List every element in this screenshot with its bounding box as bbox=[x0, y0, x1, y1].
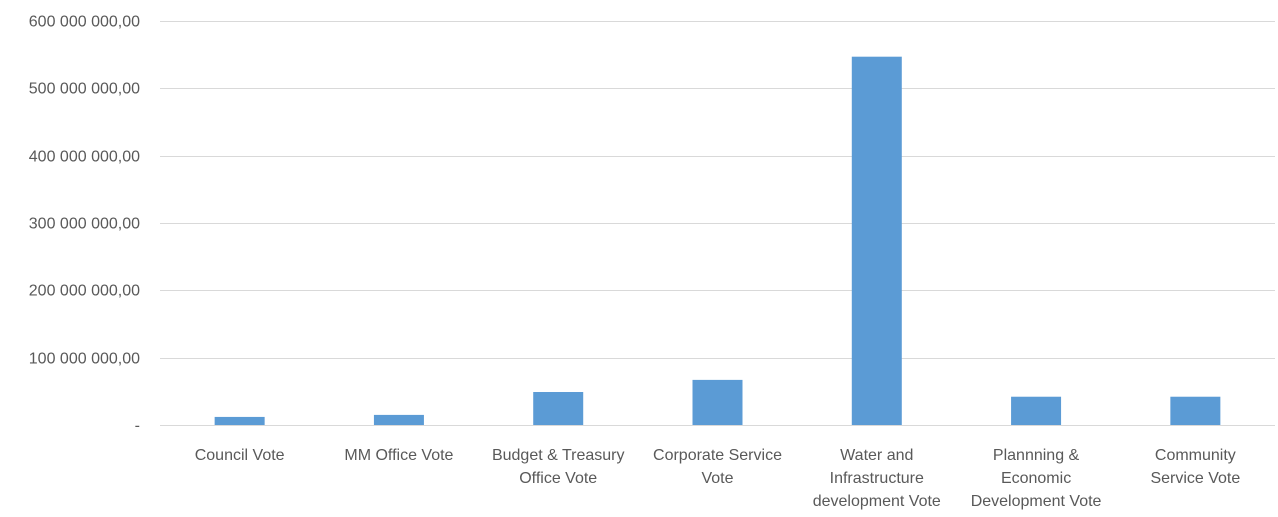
x-tick-label: Council Vote bbox=[195, 447, 285, 464]
y-tick-label: 600 000 000,00 bbox=[29, 14, 140, 31]
x-tick-label: development Vote bbox=[813, 493, 941, 510]
x-tick-label: Infrastructure bbox=[830, 470, 924, 487]
bar bbox=[533, 392, 584, 425]
x-tick-label: MM Office Vote bbox=[344, 447, 453, 464]
x-axis-category-labels: Council Vote MM Office Vote Budget & Treas… bbox=[195, 447, 1241, 510]
x-tick-label: Water and bbox=[840, 447, 913, 464]
gridlines bbox=[160, 21, 1275, 426]
x-tick-label: Development Vote bbox=[971, 493, 1102, 510]
x-tick-label: Economic bbox=[1001, 470, 1071, 487]
bars bbox=[214, 56, 1221, 425]
y-tick-label: 200 000 000,00 bbox=[29, 283, 140, 300]
bar bbox=[1011, 396, 1062, 425]
x-tick-label: Budget & Treasury bbox=[492, 447, 625, 464]
bar bbox=[1170, 396, 1221, 425]
y-tick-label: - bbox=[135, 418, 140, 435]
y-axis-tick-labels: - 100 000 000,00 200 000 000,00 300 000 000… bbox=[29, 14, 140, 435]
bar bbox=[851, 56, 902, 425]
y-tick-label: 300 000 000,00 bbox=[29, 216, 140, 233]
x-tick-label: Office Vote bbox=[519, 470, 597, 487]
y-tick-label: 100 000 000,00 bbox=[29, 351, 140, 368]
bar bbox=[692, 379, 743, 425]
x-tick-label: Community bbox=[1155, 447, 1236, 464]
y-tick-label: 400 000 000,00 bbox=[29, 149, 140, 166]
x-tick-label: Service Vote bbox=[1150, 470, 1240, 487]
bar bbox=[214, 416, 265, 425]
bar bbox=[373, 414, 424, 425]
y-tick-label: 500 000 000,00 bbox=[29, 81, 140, 98]
x-tick-label: Plannning & bbox=[993, 447, 1080, 464]
x-tick-label: Vote bbox=[701, 470, 733, 487]
x-tick-label: Corporate Service bbox=[653, 447, 782, 464]
